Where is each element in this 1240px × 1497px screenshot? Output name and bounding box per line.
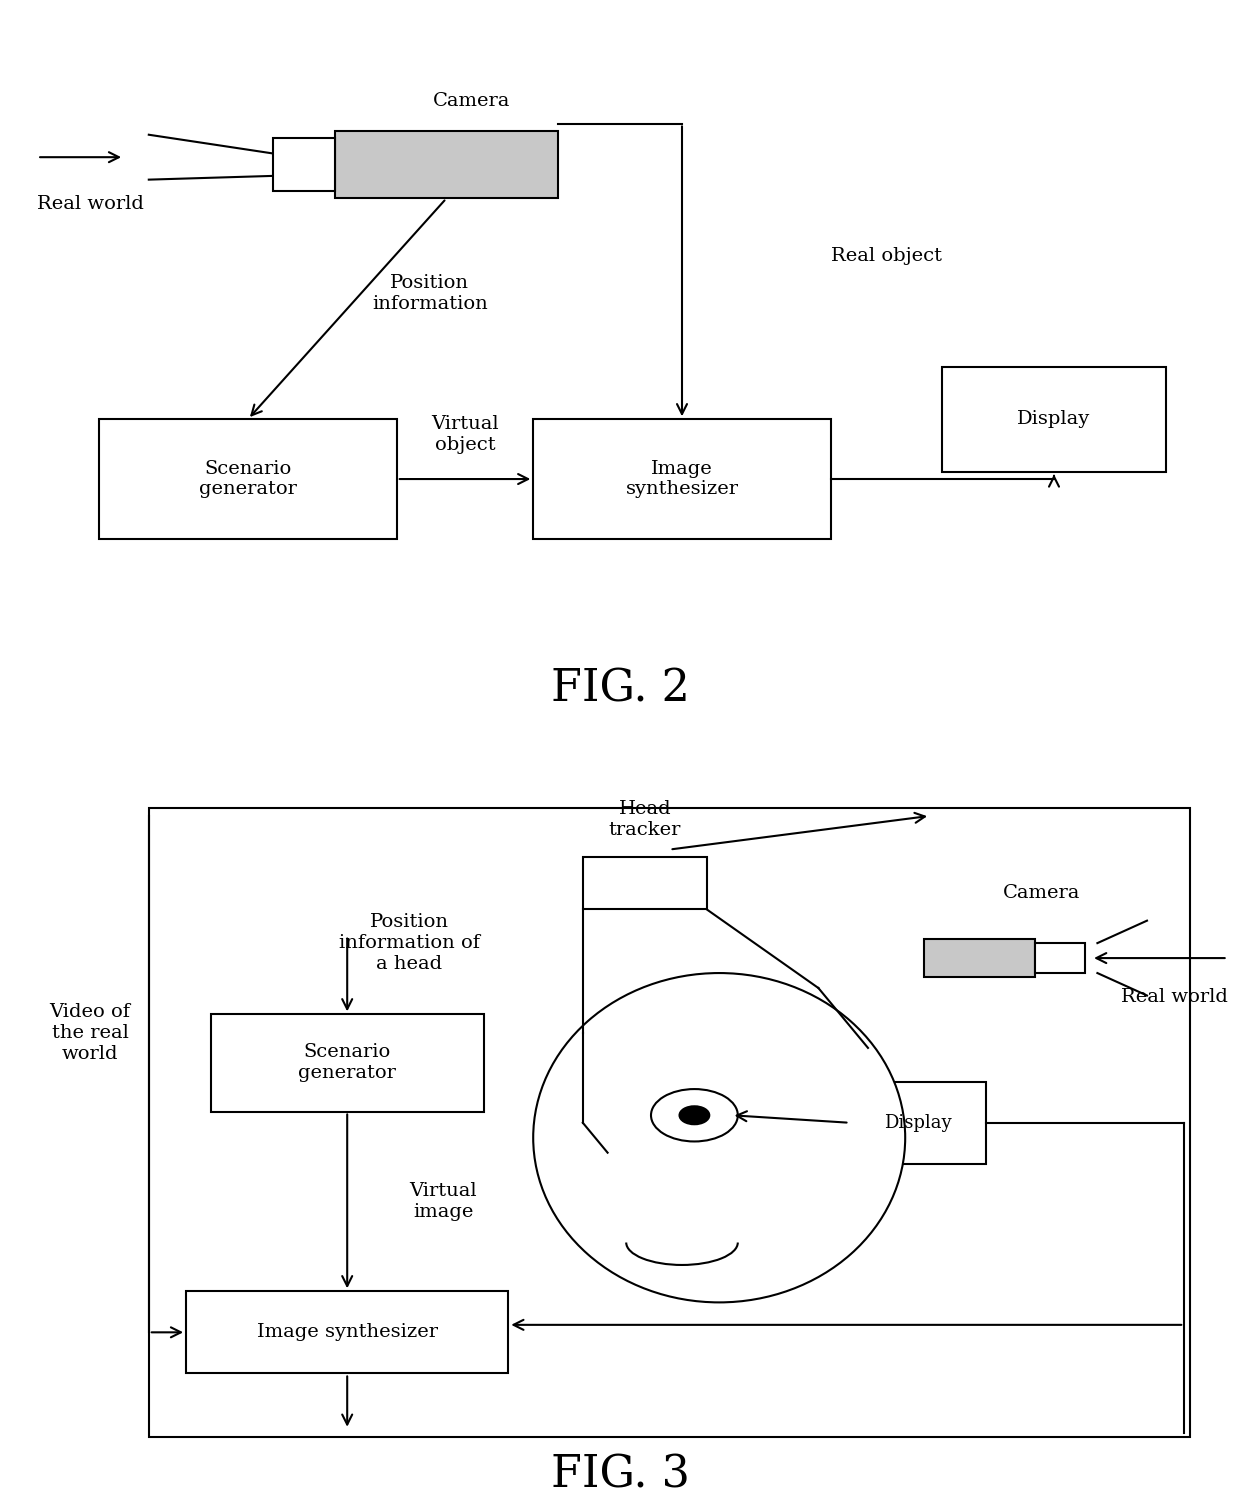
Bar — [273, 138, 335, 190]
Text: Video of
the real
world: Video of the real world — [50, 1003, 130, 1063]
Bar — [533, 419, 831, 539]
Text: Image
synthesizer: Image synthesizer — [625, 460, 739, 499]
Text: Real world: Real world — [37, 195, 144, 213]
Text: Camera: Camera — [433, 91, 510, 111]
Text: FIG. 3: FIG. 3 — [551, 1454, 689, 1496]
Bar — [211, 1015, 484, 1111]
Text: Camera: Camera — [1003, 883, 1080, 901]
Text: Scenario
generator: Scenario generator — [200, 460, 296, 499]
Text: Real object: Real object — [831, 247, 942, 265]
Text: Scenario
generator: Scenario generator — [299, 1043, 396, 1082]
Bar — [924, 940, 1035, 976]
Circle shape — [651, 1090, 738, 1141]
Bar — [583, 856, 707, 909]
Text: FIG. 2: FIG. 2 — [551, 668, 689, 710]
Bar — [186, 1290, 508, 1374]
Text: Virtual
object: Virtual object — [432, 415, 498, 454]
Ellipse shape — [533, 973, 905, 1302]
Bar — [942, 367, 1166, 472]
Text: Virtual
image: Virtual image — [409, 1183, 477, 1220]
Bar — [99, 419, 397, 539]
Bar — [149, 808, 1190, 1437]
Text: Position
information: Position information — [372, 274, 487, 313]
Bar — [335, 130, 558, 198]
Bar — [849, 1081, 986, 1165]
Text: Position
information of
a head: Position information of a head — [339, 913, 480, 973]
Text: Display: Display — [884, 1114, 951, 1132]
Text: Real world: Real world — [1121, 988, 1228, 1006]
Text: Head
tracker: Head tracker — [609, 801, 681, 838]
Text: Image synthesizer: Image synthesizer — [257, 1323, 438, 1341]
Circle shape — [680, 1106, 709, 1124]
Bar — [1035, 943, 1085, 973]
Text: Display: Display — [1017, 410, 1091, 428]
